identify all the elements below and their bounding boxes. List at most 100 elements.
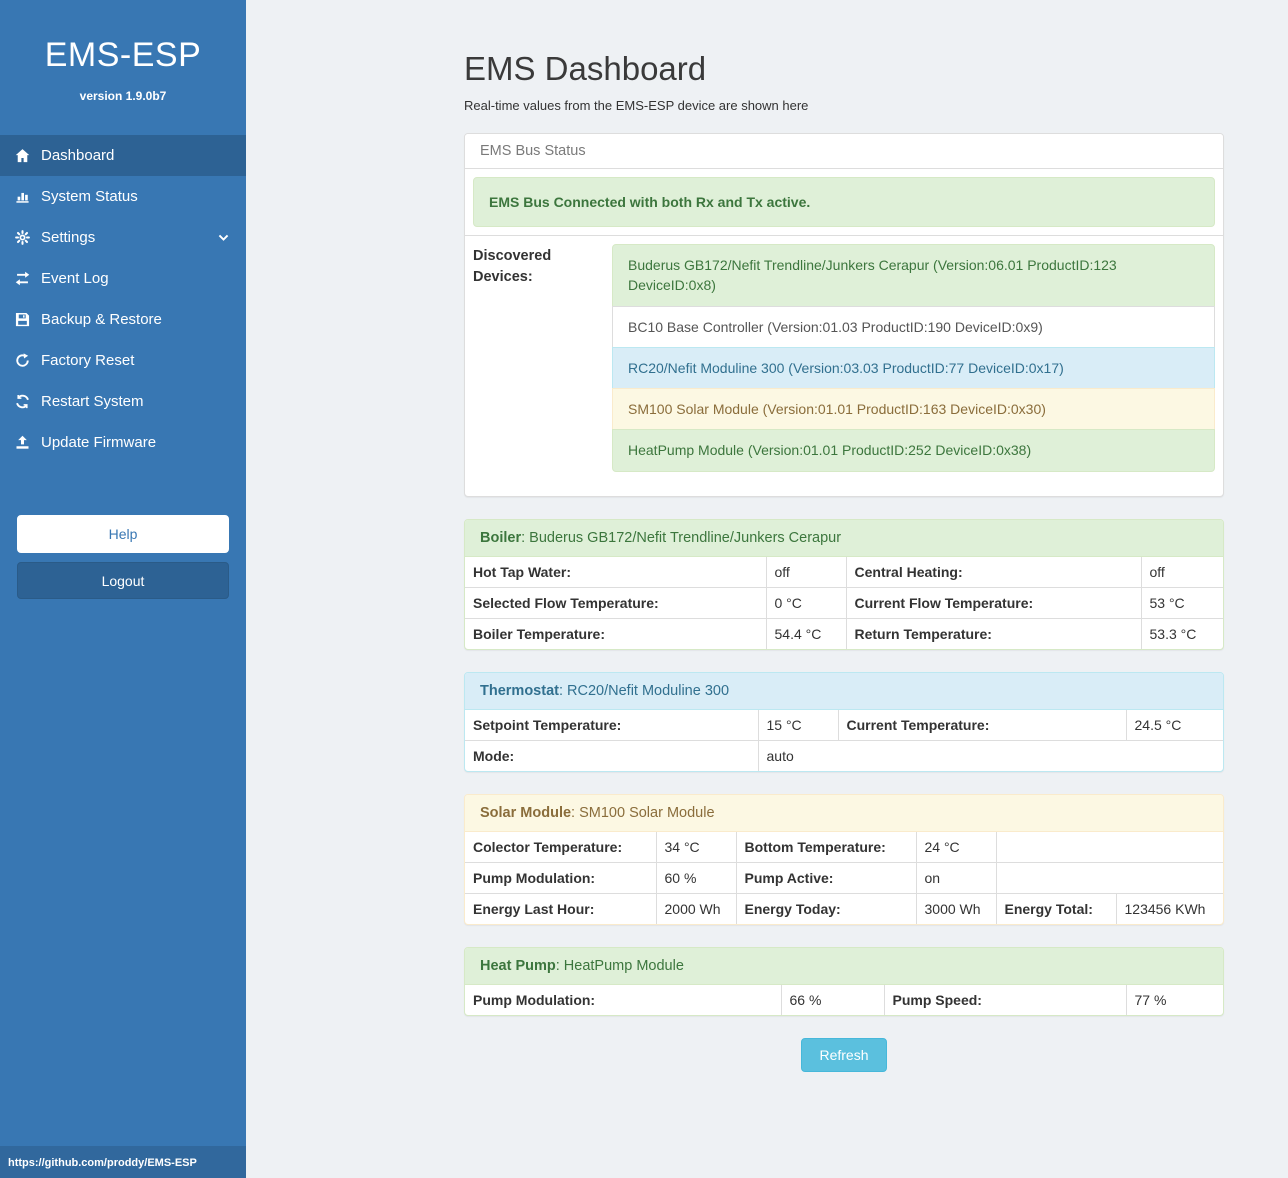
panel-device-name: : SM100 Solar Module (571, 804, 715, 821)
sidebar-item-restart-system[interactable]: Restart System (0, 381, 246, 422)
sidebar-item-label: Update Firmware (41, 434, 157, 451)
panel-device-name: : RC20/Nefit Moduline 300 (558, 682, 730, 699)
device-list-item: HeatPump Module (Version:01.01 ProductID… (612, 429, 1215, 472)
field-value: auto (757, 739, 1223, 771)
discovered-devices-label: Discovered Devices: (465, 234, 612, 496)
reset-icon (14, 353, 30, 369)
device-list: Buderus GB172/Nefit Trendline/Junkers Ce… (612, 244, 1215, 472)
chevron-down-icon (217, 231, 230, 244)
field-label: Energy Last Hour: (465, 892, 656, 924)
heat-pump-table: Pump Modulation: 66 % Pump Speed: 77 % (465, 984, 1223, 1015)
field-value: on (915, 861, 996, 894)
panel-device-name: : HeatPump Module (555, 957, 684, 974)
device-list-item: SM100 Solar Module (Version:01.01 Produc… (612, 388, 1215, 431)
field-value: 15 °C (757, 709, 838, 741)
bus-status-alert: EMS Bus Connected with both Rx and Tx ac… (473, 177, 1215, 227)
restart-icon (14, 394, 30, 410)
discovered-devices-table: Discovered Devices: Buderus GB172/Nefit … (465, 234, 1223, 496)
field-value: 60 % (655, 861, 736, 894)
field-label: Pump Modulation: (465, 861, 656, 894)
field-value: 77 % (1125, 984, 1223, 1015)
field-label: Setpoint Temperature: (473, 716, 622, 733)
thermostat-table: Setpoint Temperature: 15 °C Current Temp… (465, 709, 1223, 771)
thermostat-panel-header: Thermostat: RC20/Nefit Moduline 300 (465, 672, 1223, 710)
field-label: Pump Active: (735, 861, 916, 894)
sidebar-item-label: Backup & Restore (41, 311, 162, 328)
field-label: Selected Flow Temperature: (465, 586, 766, 619)
field-value: 24 °C (915, 831, 996, 863)
sidebar-item-settings[interactable]: Settings (0, 217, 246, 258)
field-value: 54.4 °C (765, 617, 846, 649)
help-button[interactable]: Help (17, 515, 229, 553)
field-label: Pump Speed: (883, 984, 1126, 1015)
sidebar-item-update-firmware[interactable]: Update Firmware (0, 422, 246, 463)
bar-chart-icon (14, 189, 30, 205)
sidebar-item-label: Restart System (41, 393, 144, 410)
thermostat-panel: Thermostat: RC20/Nefit Moduline 300 Setp… (464, 671, 1224, 772)
sidebar-item-label: System Status (41, 188, 138, 205)
field-label: Pump Modulation: (473, 991, 596, 1008)
page-title: EMS Dashboard (464, 50, 707, 87)
sidebar-item-label: Factory Reset (41, 352, 135, 369)
boiler-panel-header: Boiler: Buderus GB172/Nefit Trendline/Ju… (465, 519, 1223, 557)
field-value: 123456 KWh (1115, 892, 1223, 924)
field-label: Energy Today: (735, 892, 916, 924)
github-link[interactable]: https://github.com/proddy/EMS-ESP (8, 1157, 197, 1169)
main-content: EMS Dashboard Real-time values from the … (246, 0, 1288, 1132)
device-list-cell: Buderus GB172/Nefit Trendline/Junkers Ce… (612, 234, 1223, 496)
field-value: off (765, 556, 846, 588)
panel-title: Boiler (480, 529, 522, 546)
sidebar-item-system-status[interactable]: System Status (0, 176, 246, 217)
sidebar-header: EMS-ESP version 1.9.0b7 (0, 0, 246, 103)
save-icon (14, 312, 30, 328)
bus-status-body: EMS Bus Connected with both Rx and Tx ac… (465, 169, 1223, 235)
device-list-item: BC10 Base Controller (Version:01.03 Prod… (612, 305, 1215, 348)
field-label: Bottom Temperature: (735, 831, 916, 863)
boiler-table: Hot Tap Water: off Central Heating: off … (465, 556, 1223, 649)
field-value: 34 °C (655, 831, 736, 863)
field-label: Current Temperature: (837, 709, 1126, 741)
app-title: EMS-ESP (44, 36, 202, 74)
sidebar-item-factory-reset[interactable]: Factory Reset (0, 340, 246, 381)
field-value: 24.5 °C (1125, 709, 1223, 741)
panel-device-name: : Buderus GB172/Nefit Trendline/Junkers … (521, 529, 842, 546)
device-list-item: RC20/Nefit Moduline 300 (Version:03.03 P… (612, 346, 1215, 390)
sidebar-item-event-log[interactable]: Event Log (0, 258, 246, 299)
field-label: Energy Total: (995, 892, 1116, 924)
solar-panel-header: Solar Module: SM100 Solar Module (465, 794, 1223, 832)
sidebar-footer: https://github.com/proddy/EMS-ESP (0, 1146, 246, 1178)
heat-pump-panel-header: Heat Pump: HeatPump Module (465, 947, 1223, 985)
field-value: 53.3 °C (1140, 617, 1223, 649)
field-label: Central Heating: (845, 556, 1141, 588)
sidebar-item-dashboard[interactable]: Dashboard (0, 135, 246, 176)
field-label: Return Temperature: (845, 617, 1141, 649)
logout-button[interactable]: Logout (17, 562, 229, 599)
bus-status-header: EMS Bus Status (465, 134, 1223, 169)
solar-table: Colector Temperature: 34 °C Bottom Tempe… (465, 831, 1223, 924)
refresh-button[interactable]: Refresh (801, 1037, 887, 1072)
bus-status-panel: EMS Bus Status EMS Bus Connected with bo… (464, 133, 1224, 497)
sidebar-item-label: Dashboard (41, 147, 115, 164)
heat-pump-panel: Heat Pump: HeatPump Module Pump Modulati… (464, 946, 1224, 1016)
field-label: Mode: (465, 739, 758, 771)
app-version: version 1.9.0b7 (79, 89, 167, 103)
field-label: Hot Tap Water: (473, 563, 571, 580)
empty-cell (995, 861, 1223, 894)
device-list-item: Buderus GB172/Nefit Trendline/Junkers Ce… (612, 244, 1215, 307)
solar-panel: Solar Module: SM100 Solar Module Colecto… (464, 793, 1224, 925)
sidebar-item-label: Settings (41, 229, 96, 246)
boiler-panel: Boiler: Buderus GB172/Nefit Trendline/Ju… (464, 518, 1224, 650)
panel-title: Heat Pump (480, 957, 556, 974)
sidebar-item-label: Event Log (41, 270, 109, 287)
sidebar-actions: Help Logout (0, 515, 246, 599)
sidebar-nav: Dashboard System Status Settings Event L… (0, 135, 246, 463)
gear-icon (14, 230, 30, 246)
field-value: 3000 Wh (915, 892, 996, 924)
field-value: 2000 Wh (655, 892, 736, 924)
panel-title: Solar Module (480, 804, 572, 821)
field-label: Current Flow Temperature: (845, 586, 1141, 619)
sidebar-item-backup-restore[interactable]: Backup & Restore (0, 299, 246, 340)
empty-cell (995, 831, 1223, 863)
field-value: 0 °C (765, 586, 846, 619)
field-value: off (1140, 556, 1223, 588)
